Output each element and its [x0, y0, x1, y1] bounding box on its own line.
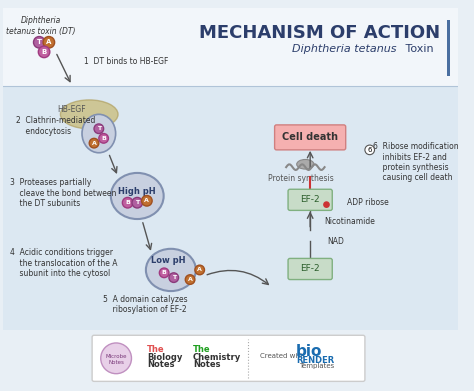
Text: NAD: NAD	[328, 237, 344, 246]
Text: Low pH: Low pH	[151, 256, 185, 265]
Text: High pH: High pH	[118, 187, 156, 196]
FancyBboxPatch shape	[92, 335, 365, 381]
Circle shape	[132, 197, 143, 208]
Text: MECHANISM OF ACTION: MECHANISM OF ACTION	[199, 24, 440, 42]
Circle shape	[142, 196, 152, 206]
Text: The: The	[193, 345, 210, 354]
Text: Notes: Notes	[147, 360, 174, 369]
Text: T: T	[172, 275, 176, 280]
Text: Cell death: Cell death	[282, 133, 338, 142]
Text: T: T	[97, 126, 101, 131]
Circle shape	[195, 265, 204, 275]
FancyBboxPatch shape	[288, 258, 332, 280]
Circle shape	[101, 343, 131, 374]
Text: B: B	[41, 49, 47, 55]
Circle shape	[323, 201, 330, 208]
Text: T: T	[135, 200, 139, 205]
Text: EF-2: EF-2	[301, 264, 320, 273]
Text: Toxin: Toxin	[402, 44, 434, 54]
Text: B: B	[125, 200, 130, 205]
Text: Templates: Templates	[299, 363, 334, 369]
Circle shape	[122, 197, 133, 208]
FancyBboxPatch shape	[288, 189, 332, 210]
Circle shape	[38, 46, 50, 57]
Text: EF-2: EF-2	[301, 196, 320, 204]
Circle shape	[99, 134, 109, 143]
Text: ADP ribose: ADP ribose	[346, 198, 388, 207]
Text: The: The	[147, 345, 164, 354]
Text: Notes: Notes	[108, 360, 124, 365]
Ellipse shape	[111, 173, 164, 219]
Text: T: T	[37, 39, 42, 45]
Text: A: A	[145, 198, 149, 203]
Text: A: A	[197, 267, 202, 273]
Text: 5  A domain catalyzes
    ribosylation of EF-2: 5 A domain catalyzes ribosylation of EF-…	[103, 295, 187, 314]
Text: Biology: Biology	[147, 353, 182, 362]
Text: HB-EGF: HB-EGF	[58, 105, 86, 114]
Ellipse shape	[82, 114, 116, 153]
FancyBboxPatch shape	[3, 8, 458, 86]
Text: 1  DT binds to HB-EGF: 1 DT binds to HB-EGF	[84, 57, 169, 66]
Text: Chemistry: Chemistry	[193, 353, 241, 362]
Ellipse shape	[297, 160, 314, 169]
Text: bio: bio	[296, 344, 322, 359]
Text: B: B	[101, 136, 106, 141]
Circle shape	[89, 138, 99, 148]
Text: A: A	[46, 39, 52, 45]
Circle shape	[365, 145, 374, 155]
Text: Notes: Notes	[193, 360, 220, 369]
Text: 6  Ribose modification
    inhibits EF-2 and
    protein synthesis
    causing c: 6 Ribose modification inhibits EF-2 and …	[373, 142, 458, 183]
Text: 6: 6	[367, 147, 372, 153]
Text: 4  Acidic conditions trigger
    the translocation of the A
    subunit into the: 4 Acidic conditions trigger the transloc…	[10, 248, 118, 278]
Text: Diphtheria
tetanus toxin (DT): Diphtheria tetanus toxin (DT)	[7, 16, 76, 36]
Bar	[447, 20, 450, 76]
Text: A: A	[91, 141, 97, 145]
Text: Microbe: Microbe	[105, 354, 127, 359]
FancyBboxPatch shape	[3, 86, 458, 330]
Ellipse shape	[146, 249, 196, 291]
FancyBboxPatch shape	[3, 330, 458, 383]
Circle shape	[169, 273, 179, 282]
Text: 2  Clathrin-mediated
    endocytosis: 2 Clathrin-mediated endocytosis	[16, 116, 96, 136]
Text: B: B	[162, 270, 166, 275]
FancyBboxPatch shape	[3, 8, 458, 86]
Ellipse shape	[60, 100, 118, 129]
Circle shape	[43, 36, 55, 48]
Text: Created with: Created with	[260, 353, 305, 359]
Text: A: A	[188, 277, 192, 282]
Text: Nicotinamide: Nicotinamide	[325, 217, 375, 226]
Text: Diphtheria tetanus: Diphtheria tetanus	[292, 44, 397, 54]
Text: 3  Proteases partially
    cleave the bond between
    the DT subunits: 3 Proteases partially cleave the bond be…	[10, 178, 117, 208]
Circle shape	[185, 275, 195, 284]
Text: RENDER: RENDER	[297, 356, 335, 365]
Circle shape	[159, 268, 169, 278]
Circle shape	[34, 36, 45, 48]
FancyBboxPatch shape	[274, 125, 346, 150]
Circle shape	[94, 124, 104, 134]
Text: Protein synthesis: Protein synthesis	[268, 174, 333, 183]
